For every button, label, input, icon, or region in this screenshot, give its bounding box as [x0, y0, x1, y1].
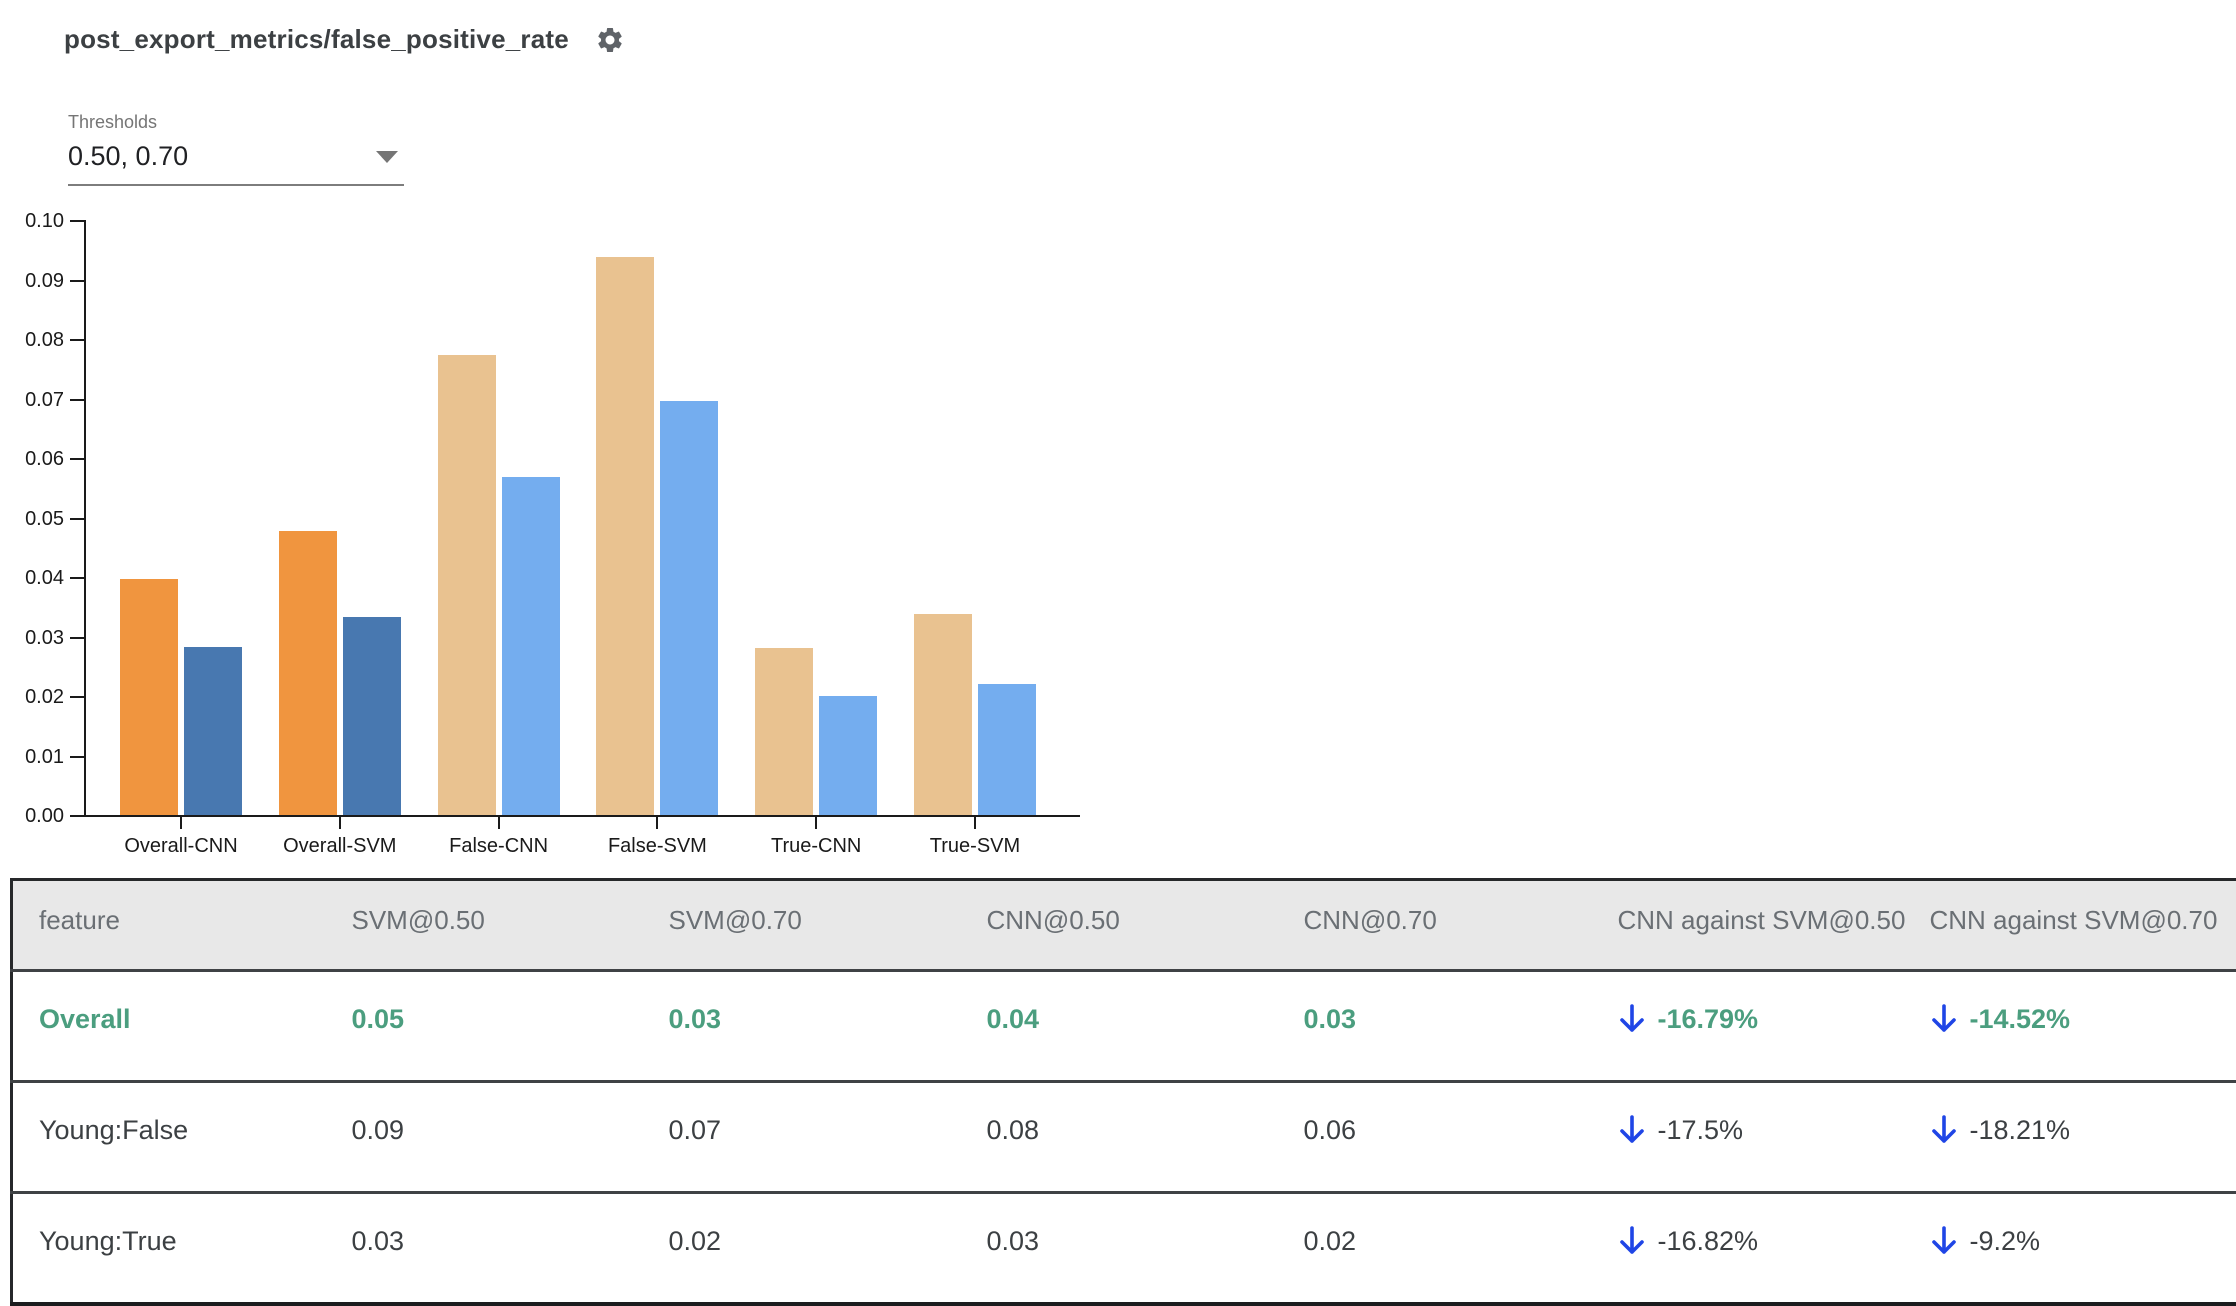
- x-axis-category-label: False-SVM: [572, 835, 742, 858]
- x-axis-tick: [974, 817, 976, 829]
- bar-False-CNN-threshold@0.70[interactable]: [502, 477, 560, 815]
- metric-value-cell: 0.05: [342, 971, 659, 1082]
- x-axis-tick: [815, 817, 817, 829]
- arrow-down-icon: [1618, 1114, 1646, 1146]
- y-axis-tick: [70, 577, 84, 579]
- bar-Overall-SVM-threshold@0.50[interactable]: [279, 531, 337, 815]
- x-axis-tick: [498, 817, 500, 829]
- bar-True-CNN-threshold@0.70[interactable]: [819, 696, 877, 815]
- metric-value-cell: 0.08: [977, 1082, 1294, 1193]
- y-axis-tick: [70, 339, 84, 341]
- feature-cell: Young:False: [12, 1082, 342, 1193]
- bar-Overall-CNN-threshold@0.50[interactable]: [120, 579, 178, 815]
- y-axis-tick: [70, 518, 84, 520]
- y-axis-tick-label: 0.05: [0, 507, 64, 531]
- x-axis-category-label: False-CNN: [414, 835, 584, 858]
- metric-value-cell: 0.04: [977, 971, 1294, 1082]
- metric-value-cell: 0.02: [659, 1193, 977, 1305]
- y-axis-line: [84, 220, 86, 817]
- x-axis-category-label: Overall-CNN: [96, 835, 266, 858]
- bar-True-SVM-threshold@0.50[interactable]: [914, 614, 972, 815]
- metric-value-cell: 0.06: [1294, 1082, 1608, 1193]
- x-axis-category-label: True-CNN: [731, 835, 901, 858]
- y-axis-tick-label: 0.10: [0, 209, 64, 233]
- bar-Overall-SVM-threshold@0.70[interactable]: [343, 617, 401, 815]
- y-axis-tick: [70, 220, 84, 222]
- arrow-down-icon: [1930, 1003, 1958, 1035]
- arrow-down-icon: [1930, 1225, 1958, 1257]
- bar-False-SVM-threshold@0.70[interactable]: [660, 401, 718, 815]
- feature-cell: Overall: [12, 971, 342, 1082]
- y-axis-tick-label: 0.00: [0, 804, 64, 828]
- x-axis-category-label: Overall-SVM: [255, 835, 425, 858]
- delta-percent: -18.21%: [1970, 1115, 2071, 1146]
- x-axis-tick: [656, 817, 658, 829]
- column-header: feature: [12, 880, 342, 971]
- column-header: CNN@0.50: [977, 880, 1294, 971]
- delta-cell: -16.82%: [1608, 1193, 1920, 1305]
- metric-value-cell: 0.09: [342, 1082, 659, 1193]
- delta-percent: -9.2%: [1970, 1226, 2041, 1257]
- metric-value-cell: 0.03: [977, 1193, 1294, 1305]
- delta-percent: -16.82%: [1658, 1226, 1759, 1257]
- column-header: SVM@0.50: [342, 880, 659, 971]
- metric-value-cell: 0.03: [342, 1193, 659, 1305]
- delta-cell: -18.21%: [1920, 1082, 2236, 1193]
- delta-cell: -16.79%: [1608, 971, 1920, 1082]
- y-axis-tick: [70, 756, 84, 758]
- metric-panel: post_export_metrics/false_positive_rate …: [0, 0, 2236, 1258]
- y-axis-tick-label: 0.08: [0, 328, 64, 352]
- y-axis-tick: [70, 696, 84, 698]
- y-axis-tick-label: 0.04: [0, 566, 64, 590]
- bar-chart: 0.00 0.01 0.02 0.03 0.04 0.05 0.06 0.07 0.08 0.09…: [0, 0, 1200, 900]
- bar-True-CNN-threshold@0.50[interactable]: [755, 648, 813, 815]
- delta-cell: -9.2%: [1920, 1193, 2236, 1305]
- metric-value-cell: 0.02: [1294, 1193, 1608, 1305]
- x-axis-tick: [339, 817, 341, 829]
- delta-cell: -14.52%: [1920, 971, 2236, 1082]
- y-axis-tick-label: 0.07: [0, 388, 64, 412]
- y-axis-tick-label: 0.01: [0, 745, 64, 769]
- y-axis-tick: [70, 458, 84, 460]
- column-header: CNN@0.70: [1294, 880, 1608, 971]
- y-axis-tick: [70, 815, 84, 817]
- bar-Overall-CNN-threshold@0.70[interactable]: [184, 647, 242, 815]
- y-axis-tick-label: 0.03: [0, 626, 64, 650]
- metric-value-cell: 0.03: [1294, 971, 1608, 1082]
- x-axis-category-label: True-SVM: [890, 835, 1060, 858]
- bar-True-SVM-threshold@0.70[interactable]: [978, 684, 1036, 815]
- y-axis-tick: [70, 637, 84, 639]
- delta-cell: -17.5%: [1608, 1082, 1920, 1193]
- metric-value-cell: 0.03: [659, 971, 977, 1082]
- y-axis-tick-label: 0.06: [0, 447, 64, 471]
- y-axis-tick-label: 0.02: [0, 685, 64, 709]
- column-header: CNN against SVM@0.70: [1920, 880, 2236, 971]
- x-axis-tick: [180, 817, 182, 829]
- column-header: SVM@0.70: [659, 880, 977, 971]
- arrow-down-icon: [1618, 1003, 1646, 1035]
- delta-percent: -14.52%: [1970, 1004, 2071, 1035]
- feature-cell: Young:True: [12, 1193, 342, 1305]
- y-axis-tick-label: 0.09: [0, 269, 64, 293]
- delta-percent: -17.5%: [1658, 1115, 1744, 1146]
- x-axis-line: [84, 815, 1080, 817]
- arrow-down-icon: [1618, 1225, 1646, 1257]
- y-axis-tick: [70, 280, 84, 282]
- column-header: CNN against SVM@0.50: [1608, 880, 1920, 971]
- metric-value-cell: 0.07: [659, 1082, 977, 1193]
- bar-False-SVM-threshold@0.50[interactable]: [596, 257, 654, 815]
- y-axis-tick: [70, 399, 84, 401]
- bar-False-CNN-threshold@0.50[interactable]: [438, 355, 496, 815]
- arrow-down-icon: [1930, 1114, 1958, 1146]
- delta-percent: -16.79%: [1658, 1004, 1759, 1035]
